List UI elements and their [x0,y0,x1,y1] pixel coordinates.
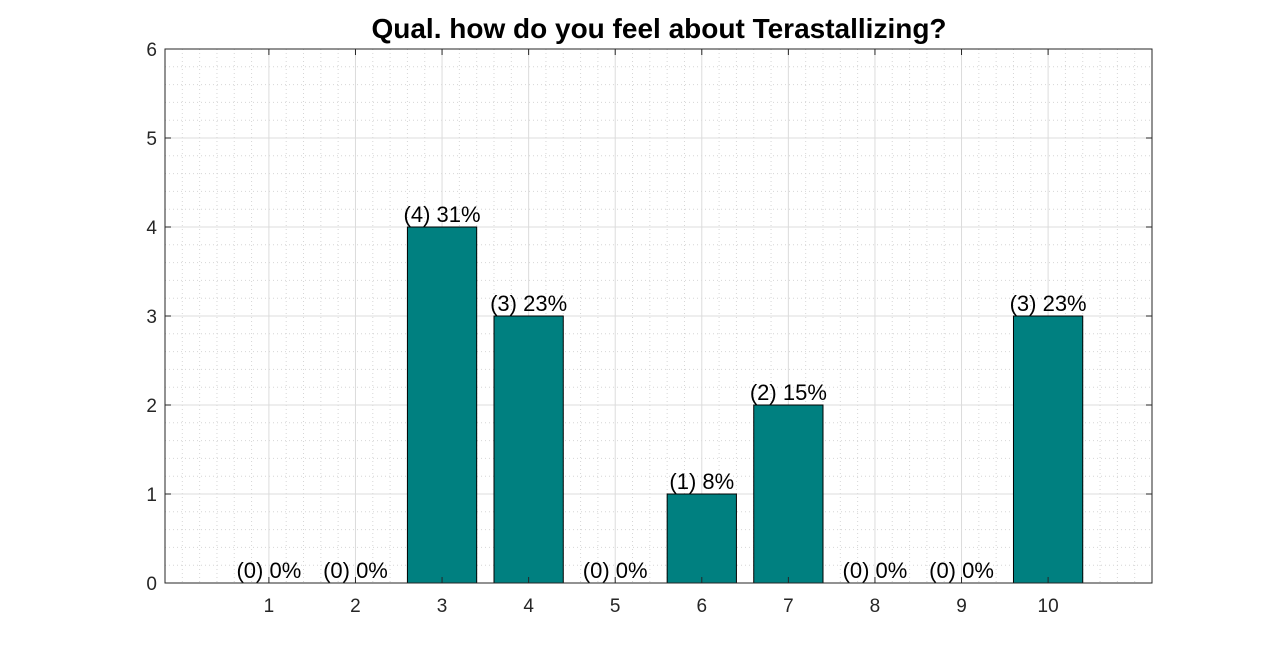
x-tick-label: 9 [956,596,967,617]
bar-7 [753,404,824,584]
chart-title: Qual. how do you feel about Terastallizi… [371,13,946,44]
axis-ticks: 0 1 2 3 4 5 6 1 2 3 4 5 6 7 8 9 10 [146,40,1152,617]
y-tick-label: 6 [146,40,157,61]
data-label-7: (2) 15% [750,380,827,405]
x-tick-label: 10 [1038,596,1059,617]
y-tick-label: 1 [146,485,157,506]
bar-6 [666,493,737,584]
data-label-1: (0) 0% [236,558,301,583]
y-tick-label: 2 [146,396,157,417]
x-tick-label: 5 [610,596,621,617]
x-tick-label: 7 [783,596,794,617]
bars [406,226,1084,584]
data-label-9: (0) 0% [929,558,994,583]
x-tick-label: 6 [697,596,708,617]
major-grid [165,48,1152,584]
y-tick-label: 3 [146,307,157,328]
x-tick-label: 4 [523,596,534,617]
x-tick-label: 3 [437,596,448,617]
y-tick-label: 0 [146,574,157,595]
data-label-6: (1) 8% [669,469,734,494]
data-labels: (0) 0% (0) 0% (4) 31% (3) 23% (0) 0% (1) 8% (2… [236,202,1086,583]
bar-4 [493,315,564,584]
bar-3 [406,226,478,584]
data-label-4: (3) 23% [490,291,567,316]
data-label-2: (0) 0% [323,558,388,583]
data-label-8: (0) 0% [843,558,908,583]
data-label-5: (0) 0% [583,558,648,583]
data-label-10: (3) 23% [1010,291,1087,316]
data-label-3: (4) 31% [404,202,481,227]
x-tick-label: 8 [870,596,881,617]
bar-10 [1012,315,1084,584]
y-tick-label: 4 [146,218,157,239]
x-tick-label: 2 [350,596,361,617]
y-tick-label: 5 [146,129,157,150]
x-tick-label: 1 [264,596,275,617]
